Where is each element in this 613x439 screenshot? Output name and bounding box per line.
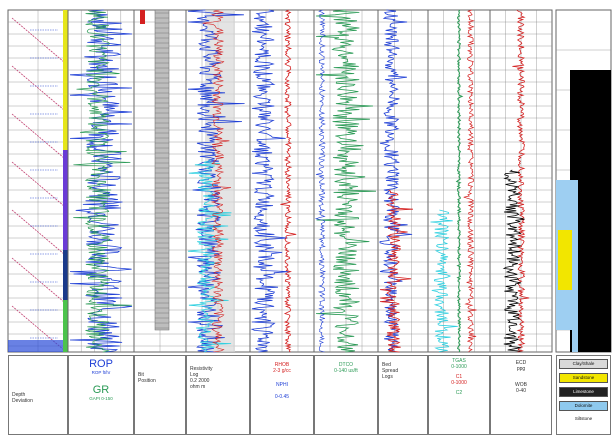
deviation-curve	[11, 161, 65, 207]
bit-string	[154, 9, 170, 331]
rop-title: ROP	[89, 358, 113, 370]
header-track9: ECD ppg WOB 0-40	[490, 355, 552, 435]
t8-line4: 0-1000	[451, 380, 467, 386]
lith-strip-top	[63, 10, 68, 150]
track5-blue	[250, 9, 289, 353]
track5-red	[280, 9, 297, 353]
rop-sub: ROP ft/hr	[91, 370, 111, 375]
lith-strip-green	[63, 300, 68, 352]
t9-line3: WOB	[515, 382, 527, 388]
legend-limestone: Limestone	[559, 387, 608, 397]
legend-sandstone: Sandstone	[559, 373, 608, 383]
t8-line5: C2	[455, 390, 463, 396]
t5-line2: 2-3 g/cc	[273, 368, 291, 374]
gr-curve	[73, 9, 133, 353]
t6-line1: DTCO	[338, 362, 354, 368]
header-track8: TGAS 0-1000 C1 0-1000 C2	[428, 355, 490, 435]
legend-dolomite: Dolomite	[559, 401, 608, 411]
track7-frame	[377, 9, 429, 353]
header-track7: Bed Spread Logs	[378, 355, 428, 435]
res-line1: Resistivity	[190, 366, 213, 372]
header-track5: RHOB 2-3 g/cc NPHI 0-0.45	[250, 355, 314, 435]
res-line4: ohm m	[190, 384, 206, 390]
bit-line2: Position	[138, 378, 156, 384]
bit-line1: Bit	[138, 372, 144, 378]
t5-line3: NPHI	[276, 382, 288, 388]
gr-sub: GAPI 0-150	[89, 395, 113, 401]
t7-line3: Logs	[382, 374, 393, 380]
lith-strip-navy	[63, 250, 68, 300]
header-resistivity: Resistivity Log 0.2 2000 ohm m	[186, 355, 250, 435]
t5-line4: 0-0.45	[274, 394, 290, 400]
t8-line3: C1	[455, 374, 463, 380]
deviation-curve	[11, 305, 65, 351]
lithology-yellow	[558, 230, 572, 290]
deviation-curve	[11, 257, 65, 303]
lithology-lightblue2	[572, 180, 578, 352]
resistivity-shallow	[187, 159, 232, 353]
header-track6: DTCO 0-140 us/ft	[314, 355, 378, 435]
t7-line2: Spread	[382, 368, 399, 374]
track6-green	[315, 9, 377, 353]
header-depth-line1: Depth	[12, 392, 26, 398]
legend-clay: Clay/Shale	[559, 359, 608, 369]
header-rop-gr: ROP ROP ft/hr GR GAPI 0-150	[68, 355, 134, 435]
track9-black	[502, 169, 525, 352]
legend-limestone-label: Limestone	[573, 389, 594, 394]
t9-line2: ppg	[516, 366, 526, 372]
header-depth-line2: Deviation	[12, 398, 33, 404]
lithology-legend: Clay/Shale Sandstone Limestone Dolomite …	[556, 355, 611, 435]
deviation-fill	[8, 340, 66, 352]
lith-strip-purple	[63, 150, 68, 250]
legend-sandstone-label: Sandstone	[572, 375, 595, 380]
deviation-curve	[11, 17, 65, 63]
gr-title: GR	[92, 383, 110, 396]
deviation-curve	[11, 113, 65, 159]
res-line3: 0.2 2000	[190, 378, 210, 384]
track6-blue	[314, 9, 327, 353]
legend-siltstone-label: Siltstone	[574, 416, 593, 421]
track7-red	[379, 189, 414, 353]
deviation-curve	[11, 209, 65, 255]
t9-line4: 0-40	[515, 388, 526, 394]
t7-line1: Bed	[382, 362, 391, 368]
header-depth: Depth Deviation	[8, 355, 68, 435]
header-bit-position: Bit Position	[134, 355, 186, 435]
resistivity-deep	[187, 9, 245, 353]
track9-red	[512, 9, 530, 353]
deviation-curve	[11, 65, 65, 111]
legend-clay-label: Clay/Shale	[572, 361, 595, 366]
track8-red	[463, 9, 477, 353]
track8-green	[455, 9, 464, 353]
track8-cyan	[430, 209, 458, 352]
t8-line2: 0-1000	[451, 364, 467, 370]
legend-siltstone: Siltstone	[559, 415, 608, 425]
res-line2: Log	[190, 372, 199, 378]
t6-line2: 0-140 us/ft	[334, 368, 358, 374]
legend-dolomite-label: Dolomite	[574, 403, 593, 408]
t8-line1: TGAS	[452, 358, 466, 364]
t9-line1: ECD	[515, 360, 527, 366]
t5-line1: RHOB	[274, 362, 290, 368]
resistivity-red	[202, 9, 232, 353]
track7-blue	[379, 9, 413, 353]
bit-marker	[140, 10, 145, 24]
